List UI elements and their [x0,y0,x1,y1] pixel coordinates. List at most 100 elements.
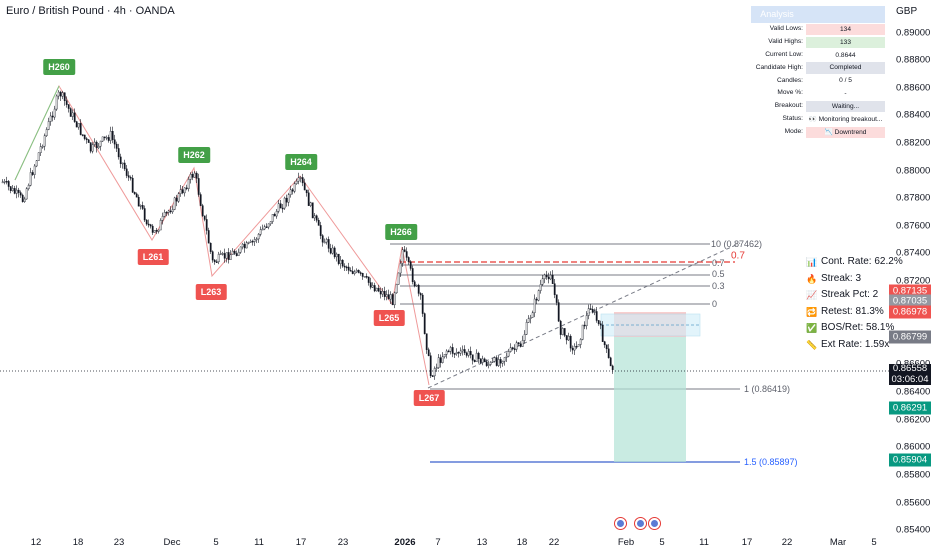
analysis-row-label: Candles: [776,76,803,84]
candle-body [193,172,196,178]
candle-body [73,112,76,122]
time-tick: 12 [30,537,42,548]
candle-body [455,352,458,354]
pivot-high-label: H266 [385,224,417,240]
candle-body [289,189,292,195]
candle-body [419,293,422,296]
candle-body [375,287,378,292]
price-tag: 0.86799 [889,330,931,344]
entry-zone [600,313,701,337]
pivot-low-label: L265 [373,310,405,326]
candle-body [25,188,28,200]
stats-list: 📊 Cont. Rate: 62.2% 🔥 Streak: 3 📈 Streak Pct:… [806,254,903,353]
stat-row: ✅ BOS/Ret: 58.1% [806,320,903,337]
candles [1,90,614,380]
candle-body [111,131,114,140]
economic-event-icon[interactable] [614,517,627,530]
price-tick: 0.87400 [896,247,931,259]
candle-body [165,212,168,214]
candle-body [211,251,214,261]
candle-body [85,138,88,141]
candle-body [257,234,260,240]
candle-body [477,352,480,359]
currency-label[interactable]: GBP [896,6,918,17]
candle-body [51,115,54,118]
candle-body [163,212,166,217]
price-tick: 0.88800 [896,54,931,66]
analysis-row-value: Waiting... [806,101,885,113]
candle-body [229,254,232,260]
candle-body [307,192,310,206]
candle-body [53,108,56,118]
fib-level-label: 0.5 [712,269,725,279]
price-tick: 0.88000 [896,165,931,177]
candle-body [151,225,154,233]
price-tick: 0.85600 [896,497,931,509]
candle-body [17,189,20,193]
candle-body [539,284,542,291]
candle-body [41,145,44,148]
candle-body [379,290,382,295]
candle-body [451,347,454,354]
candle-body [97,145,100,149]
time-tick: 5 [213,537,219,548]
candle-body [277,203,280,212]
stat-row: 🔁 Retest: 81.3% [806,304,903,321]
candle-body [421,294,424,314]
candle-body [189,174,192,180]
candle-body [569,335,572,349]
candle-body [605,344,608,350]
analysis-row: Current Low: 0.8644 [751,49,885,62]
candle-body [591,308,594,313]
candle-body [405,251,408,258]
candle-body [409,261,412,269]
candle-body [473,360,476,362]
candle-body [465,352,468,356]
candle-body [533,298,536,313]
candle-body [55,95,58,110]
candle-body [239,246,242,253]
candle-body [91,144,94,152]
stat-text: Retest: 81.3% [821,305,884,317]
candle-body [403,249,406,252]
time-tick: 22 [781,537,793,548]
candle-body [449,347,452,352]
candle-body [317,219,320,226]
candle-body [355,269,358,273]
current-price-value: 0.86558 [892,363,928,374]
candle-body [541,278,544,285]
candle-body [305,189,308,194]
analysis-row-value: - [806,88,885,100]
price-tick: 0.85800 [896,469,931,481]
candle-body [139,205,142,207]
candle-body [177,193,180,202]
economic-event-icon[interactable] [634,517,647,530]
economic-event-icon[interactable] [648,517,661,530]
candle-body [357,269,360,273]
candle-body [573,345,576,351]
candle-body [413,281,416,287]
candle-body [393,292,396,306]
candle-body [483,358,486,363]
candle-body [233,250,236,254]
candle-body [447,350,450,353]
candle-body [83,134,86,139]
candle-body [369,282,372,288]
pivot-high-label: H260 [43,59,75,75]
candle-body [155,230,158,232]
analysis-row: Candles: 0 / 5 [751,75,885,88]
candle-body [65,100,68,105]
candle-body [77,123,80,128]
candle-body [597,320,600,324]
candle-body [179,189,182,194]
candle-body [435,367,438,369]
candle-body [201,205,204,217]
candle-body [349,270,352,272]
analysis-row: Mode: 📉 Downtrend [751,126,885,139]
stat-row: 📏 Ext Rate: 1.59x [806,337,903,354]
candle-body [343,265,346,268]
candle-body [427,349,430,356]
candle-body [327,239,330,249]
candle-body [167,210,170,213]
